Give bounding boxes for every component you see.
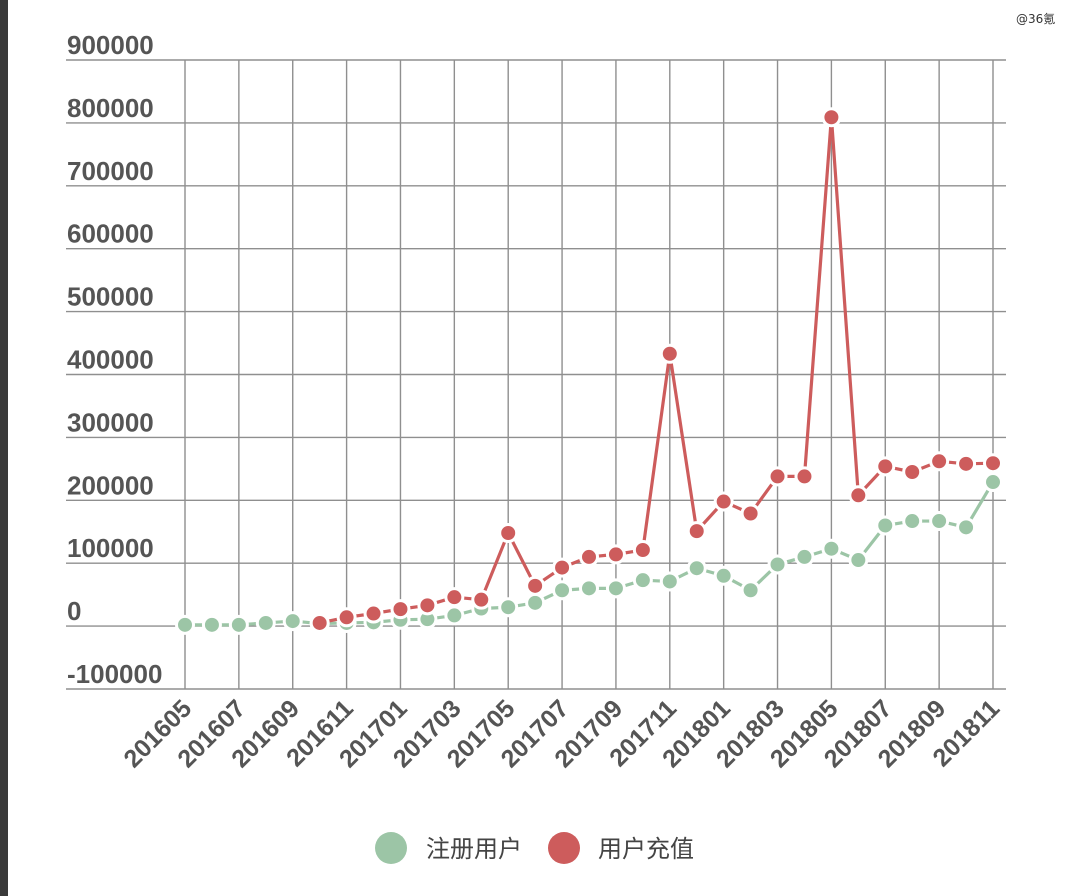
data-point <box>929 451 950 472</box>
y-tick-label: 800000 <box>67 93 154 123</box>
data-point <box>956 517 977 538</box>
data-point <box>228 614 249 635</box>
y-tick-label: 900000 <box>67 30 154 60</box>
left-edge-bar <box>0 0 8 896</box>
data-point <box>579 578 599 599</box>
legend-swatch <box>548 832 580 864</box>
data-point <box>902 511 923 532</box>
data-point <box>201 614 222 635</box>
data-point <box>498 597 519 618</box>
legend-swatch <box>375 832 407 864</box>
data-point <box>767 554 788 575</box>
y-tick-label: 100000 <box>67 533 154 563</box>
data-point <box>632 539 653 560</box>
legend-label: 注册用户 <box>426 835 522 863</box>
y-tick-label: 600000 <box>67 219 154 249</box>
data-point <box>929 511 950 532</box>
data-point <box>444 605 465 626</box>
data-point <box>444 587 465 608</box>
y-tick-label: 500000 <box>67 282 154 312</box>
data-point <box>686 558 707 579</box>
data-point <box>363 603 384 624</box>
data-point <box>417 595 438 616</box>
data-point <box>659 571 680 592</box>
data-point <box>902 461 923 482</box>
x-axis-labels: 2016052016072016092016112017012017032017… <box>118 694 1005 773</box>
data-point <box>821 107 842 128</box>
y-tick-label: 0 <box>67 596 81 626</box>
data-point <box>767 466 788 487</box>
data-point <box>632 570 653 591</box>
data-point <box>309 612 330 633</box>
data-point <box>498 523 519 544</box>
data-point <box>983 453 1003 474</box>
data-point <box>282 611 303 632</box>
data-point <box>336 607 357 628</box>
data-point <box>605 544 626 565</box>
data-point <box>525 592 546 613</box>
data-point <box>794 466 815 487</box>
y-tick-label: 700000 <box>67 156 154 186</box>
y-tick-label: 300000 <box>67 407 154 437</box>
data-point <box>713 565 734 586</box>
data-point <box>848 485 869 506</box>
data-point <box>525 575 546 596</box>
y-axis-labels: 900000 800000 700000 600000 500000 400000 3000… <box>67 30 162 689</box>
data-point <box>740 503 761 524</box>
data-point <box>956 453 977 474</box>
data-point <box>821 538 842 559</box>
series-group <box>175 107 1003 635</box>
data-point <box>579 546 599 567</box>
data-point <box>740 580 761 601</box>
y-tick-label: 200000 <box>67 470 154 500</box>
data-point <box>875 456 896 477</box>
watermark: @36氪 <box>1016 12 1056 26</box>
data-point <box>794 546 815 567</box>
data-point <box>390 599 411 620</box>
series-line <box>319 115 994 625</box>
data-point <box>686 521 707 542</box>
data-point <box>713 491 734 512</box>
data-point <box>552 557 573 578</box>
y-tick-label: -100000 <box>67 659 162 689</box>
legend: 注册用户 用户充值 <box>375 832 694 864</box>
legend-label: 用户充值 <box>598 835 694 863</box>
data-point <box>875 515 896 536</box>
data-point <box>175 614 195 635</box>
series-2 <box>309 107 1003 633</box>
data-point <box>983 472 1003 493</box>
data-point <box>471 589 492 610</box>
data-point <box>848 550 869 571</box>
data-point <box>605 578 626 599</box>
data-point <box>659 343 680 364</box>
y-tick-label: 400000 <box>67 345 154 375</box>
data-point <box>552 580 573 601</box>
data-point <box>255 612 276 633</box>
